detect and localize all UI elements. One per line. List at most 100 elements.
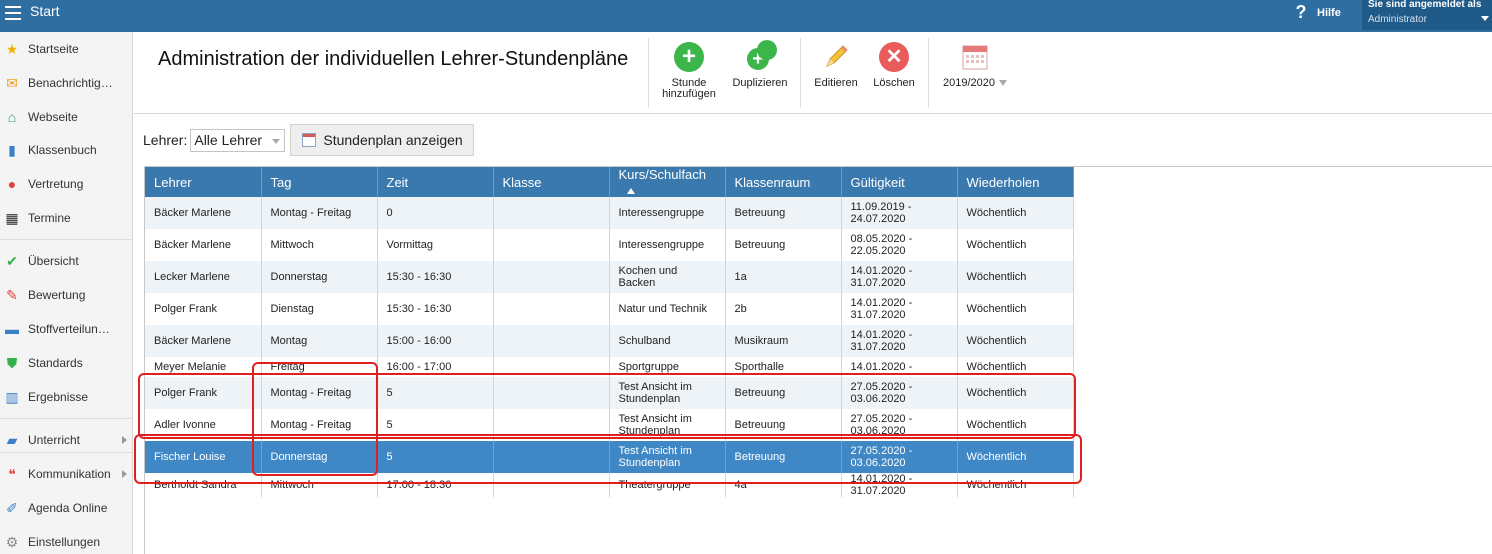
rating-icon: ✎	[6, 286, 18, 303]
sidebar-item-agenda-online[interactable]: ✐ Agenda Online	[0, 496, 133, 520]
sidebar-item-benachrichtigungen[interactable]: ✉ Benachrichtigungen	[0, 71, 133, 95]
sidebar-item-ergebnisse[interactable]: ▥ Ergebnisse	[0, 385, 133, 409]
cell-tag: Donnerstag	[261, 441, 378, 473]
column-header[interactable]: Klassenraum	[725, 167, 842, 197]
column-header[interactable]: Gültigkeit	[841, 167, 958, 197]
column-header[interactable]: Kurs/Schulfach	[609, 167, 726, 197]
cell-kurs: Kochen und Backen	[609, 261, 726, 293]
school-year-dropdown[interactable]: 2019/2020	[938, 40, 1012, 89]
show-timetable-button[interactable]: Stundenplan anzeigen	[290, 124, 474, 156]
cell-kurs: Theatergruppe	[609, 473, 726, 497]
cell-klasse	[493, 229, 610, 261]
table-row[interactable]: Meyer Melanie Freitag 16:00 - 17:00 Sportgr…	[145, 357, 1074, 377]
teacher-filter-label: Lehrer:	[143, 132, 188, 148]
sidebar-item-label: Einstellungen	[28, 535, 101, 549]
cell-raum: Betreuung	[725, 409, 842, 441]
table-row[interactable]: Lecker Marlene Donnerstag 15:30 - 16:30 Koc…	[145, 261, 1074, 293]
chat-icon: ❝	[8, 465, 16, 482]
cell-zeit: 0	[377, 197, 494, 229]
sidebar-divider	[0, 418, 133, 419]
open-book-icon: ▰	[6, 431, 18, 448]
cell-zeit: 5	[377, 441, 494, 473]
table-row[interactable]: Bäcker Marlene Montag 15:00 - 16:00 Schulba…	[145, 325, 1074, 357]
cell-zeit: 15:00 - 16:00	[377, 325, 494, 357]
sidebar-item-stoffverteilungsplan[interactable]: ▬ Stoffverteilungsplan	[0, 317, 133, 341]
page-title: Administration der individuellen Lehrer-…	[158, 48, 629, 70]
cell-wiederholen: Wöchentlich	[957, 409, 1074, 441]
cell-lehrer: Lecker Marlene	[145, 261, 262, 293]
sidebar-item-übersicht[interactable]: ✔ Übersicht	[0, 249, 133, 273]
house-icon: ⌂	[7, 109, 17, 125]
cell-tag: Donnerstag	[261, 261, 378, 293]
sidebar-item-startseite[interactable]: ★ Startseite	[0, 37, 133, 61]
sidebar-item-label: Ergebnisse	[28, 390, 89, 404]
delete-button[interactable]: ✕ Löschen	[868, 40, 920, 89]
chevron-right-icon	[122, 436, 127, 444]
app-title[interactable]: Start	[30, 3, 60, 19]
sidebar-item-kommunikation[interactable]: ❝ Kommunikation	[0, 462, 133, 486]
cell-lehrer: Polger Frank	[145, 293, 262, 325]
cell-klasse	[493, 441, 610, 473]
cell-zeit: 5	[377, 409, 494, 441]
cell-lehrer: Adler Ivonne	[145, 409, 262, 441]
sidebar: ★ Startseite ✉ Benachrichtigungen ⌂ Webseite ▮…	[0, 32, 133, 554]
table-row[interactable]: Adler Ivonne Montag - Freitag 5 Test Ansich…	[145, 409, 1074, 441]
teacher-select[interactable]: Alle Lehrer	[190, 128, 286, 152]
table-row[interactable]: Bertholdt Sandra Mittwoch 17:00 - 18:30 The…	[145, 473, 1074, 497]
sidebar-item-einstellungen[interactable]: ⚙ Einstellungen	[0, 530, 133, 554]
cell-wiederholen: Wöchentlich	[957, 325, 1074, 357]
cell-lehrer: Polger Frank	[145, 377, 262, 409]
table-row[interactable]: Bäcker Marlene Mittwoch Vormittag Interesse…	[145, 229, 1074, 261]
chevron-down-icon	[1481, 16, 1489, 21]
cell-raum: 4a	[725, 473, 842, 497]
column-header[interactable]: Zeit	[377, 167, 494, 197]
sidebar-item-standards[interactable]: ⛊ Standards	[0, 351, 133, 375]
cell-lehrer: Bäcker Marlene	[145, 229, 262, 261]
table-row[interactable]: Polger Frank Dienstag 15:30 - 16:30 Natur u…	[145, 293, 1074, 325]
cell-wiederholen: Wöchentlich	[957, 293, 1074, 325]
column-header[interactable]: Wiederholen	[957, 167, 1074, 197]
sidebar-item-label: Webseite	[28, 110, 78, 124]
sidebar-item-unterricht[interactable]: ▰ Unterricht	[0, 428, 133, 452]
table-row[interactable]: Fischer Louise Donnerstag 5 Test Ansicht im…	[145, 441, 1074, 473]
cell-klasse	[493, 377, 610, 409]
sidebar-item-webseite[interactable]: ⌂ Webseite	[0, 105, 133, 129]
column-header[interactable]: Tag	[261, 167, 378, 197]
sidebar-item-vertretung[interactable]: ● Vertretung	[0, 172, 133, 196]
user-name: Administrator	[1368, 14, 1427, 25]
check-circle-icon: ✔	[6, 252, 18, 269]
cell-gueltigkeit: 14.01.2020 -31.07.2020	[841, 473, 958, 497]
column-header[interactable]: Lehrer	[145, 167, 262, 197]
help-button[interactable]: ? Hilfe	[1293, 2, 1341, 23]
cell-lehrer: Meyer Melanie	[145, 357, 262, 377]
cell-kurs: Interessengruppe	[609, 229, 726, 261]
sidebar-item-label: Agenda Online	[28, 501, 108, 515]
cell-kurs: Test Ansicht im Stundenplan	[609, 409, 726, 441]
cell-tag: Mittwoch	[261, 473, 378, 497]
bar-chart-icon: ▥	[5, 388, 19, 405]
cell-raum: Musikraum	[725, 325, 842, 357]
cell-gueltigkeit: 14.01.2020 -	[841, 357, 958, 377]
hamburger-menu-icon[interactable]	[5, 6, 21, 20]
calendar-icon: ▦	[5, 209, 19, 226]
envelope-icon: ✉	[6, 74, 18, 91]
user-menu[interactable]: Sie sind angemeldet als Administrator	[1362, 0, 1492, 30]
sidebar-item-klassenbuch[interactable]: ▮ Klassenbuch	[0, 138, 133, 162]
cell-lehrer: Bäcker Marlene	[145, 197, 262, 229]
table-row[interactable]: Polger Frank Montag - Freitag 5 Test Ansich…	[145, 377, 1074, 409]
question-icon: ?	[1295, 2, 1307, 22]
gear-icon: ⚙	[5, 533, 19, 550]
cell-raum: 1a	[725, 261, 842, 293]
cell-klasse	[493, 325, 610, 357]
sidebar-item-termine[interactable]: ▦ Termine	[0, 206, 133, 230]
edit-button[interactable]: Editieren	[810, 40, 862, 89]
sidebar-item-label: Stoffverteilungsplan	[28, 322, 116, 336]
cell-kurs: Schulband	[609, 325, 726, 357]
sidebar-item-bewertung[interactable]: ✎ Bewertung	[0, 283, 133, 307]
cell-kurs: Test Ansicht im Stundenplan	[609, 441, 726, 473]
cell-zeit: 15:30 - 16:30	[377, 293, 494, 325]
add-lesson-button[interactable]: + Stunde hinzufügen	[662, 42, 716, 100]
duplicate-button[interactable]: + Duplizieren	[728, 40, 792, 89]
column-header[interactable]: Klasse	[493, 167, 610, 197]
table-row[interactable]: Bäcker Marlene Montag - Freitag 0 Interesse…	[145, 197, 1074, 229]
